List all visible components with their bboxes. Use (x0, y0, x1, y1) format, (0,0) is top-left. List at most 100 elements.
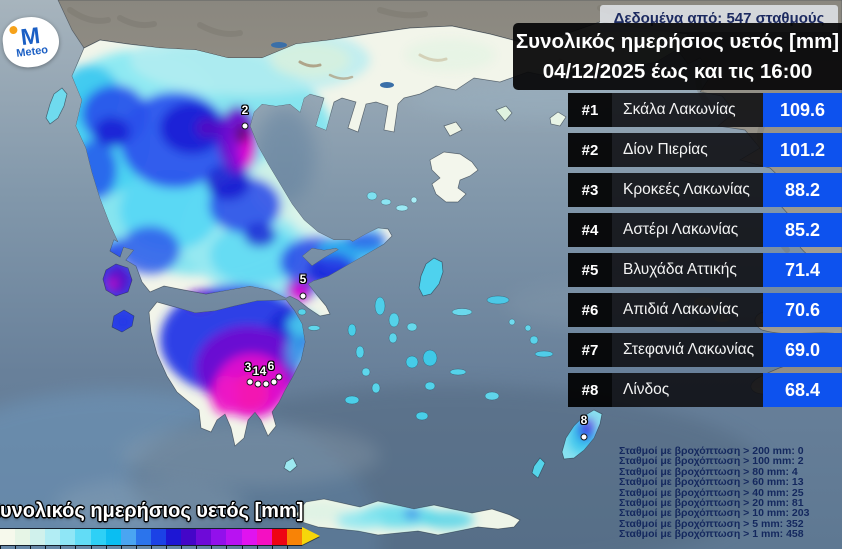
value-cell: 69.0 (763, 333, 842, 367)
colorbar-tick (211, 546, 213, 549)
rank-cell: #1 (568, 93, 612, 127)
station-name-cell: Αστέρι Λακωνίας (612, 213, 763, 247)
station-dot (580, 433, 588, 441)
colorbar-tick (90, 546, 92, 549)
station-name-cell: Απιδιά Λακωνίας (612, 293, 763, 327)
station-name-cell: Κροκεές Λακωνίας (612, 173, 763, 207)
colorbar-segment (60, 529, 76, 549)
stat-line: Σταθμοί με βροχόπτωση > 10 mm: 203 (619, 507, 810, 520)
colorbar-tick (60, 546, 62, 549)
station-marker-label: 5 (299, 272, 307, 286)
station-name-cell: Σκάλα Λακωνίας (612, 93, 763, 127)
colorbar-tick (45, 546, 47, 549)
map-title-box: Συνολικός ημερήσιος υετός [mm] 04/12/202… (513, 23, 842, 90)
logo-orange-dot-icon (8, 25, 18, 35)
station-marker-label: 3 (244, 360, 252, 374)
value-cell: 70.6 (763, 293, 842, 327)
legend-title: Συνολικός ημερήσιος υετός [mm] (0, 500, 304, 522)
islands-layer (271, 42, 554, 421)
table-row: #8 Λίνδος 68.4 (568, 373, 842, 407)
colorbar-tick (166, 546, 168, 549)
stat-line: Σταθμοί με βροχόπτωση > 200 mm: 0 (619, 445, 804, 457)
colorbar-segment (256, 529, 272, 549)
station-marker-label: 6 (267, 359, 275, 373)
colorbar-segment (15, 529, 31, 549)
stat-line: Σταθμοί με βροχόπτωση > 20 mm: 81 (619, 497, 804, 510)
greece-land-layer (45, 21, 689, 536)
colorbar-tick (196, 546, 198, 549)
colorbar-segment (166, 529, 182, 549)
table-row: #7 Στεφανιά Λακωνίας 69.0 (568, 333, 842, 367)
colorbar-tick (15, 546, 17, 549)
stat-line: Σταθμοί με βροχόπτωση > 40 mm: 25 (619, 486, 804, 499)
colorbar-tick (150, 546, 152, 549)
station-name-cell: Λίνδος (612, 373, 763, 407)
colorbar-segment (286, 529, 302, 549)
stat-line: Σταθμοί με βροχόπτωση > 100 mm: 2 (619, 455, 804, 468)
rank-cell: #3 (568, 173, 612, 207)
stat-line: Σταθμοί με βροχόπτωση > 60 mm: 13 (619, 476, 804, 489)
colorbar-tick (0, 546, 1, 549)
map-title-line1: Συνολικός ημερήσιος υετός [mm] (515, 30, 840, 54)
table-row: #6 Απιδιά Λακωνίας 70.6 (568, 293, 842, 327)
colorbar-segment (105, 529, 121, 549)
rainfall-stats: Σταθμοί με βροχόπτωση > 200 mm: 0 Σταθμοί… (619, 446, 829, 540)
value-cell: 85.2 (763, 213, 842, 247)
station-dot (275, 373, 283, 381)
table-row: #3 Κροκεές Λακωνίας 88.2 (568, 173, 842, 207)
value-cell: 88.2 (763, 173, 842, 207)
value-cell: 109.6 (763, 93, 842, 127)
colorbar-segment (241, 529, 257, 549)
station-dot (262, 380, 270, 388)
colorbar-tick (120, 546, 122, 549)
station-dot (270, 378, 278, 386)
colorbar-tick (105, 546, 107, 549)
rank-cell: #6 (568, 293, 612, 327)
colorbar-arrow (302, 527, 320, 545)
value-cell: 68.4 (763, 373, 842, 407)
station-name-cell: Δίον Πιερίας (612, 133, 763, 167)
station-dot (254, 380, 262, 388)
logo-letter: M (19, 21, 42, 51)
map-title-line2: 04/12/2025 έως και τις 16:00 (542, 59, 813, 83)
colorbar-tick (75, 546, 77, 549)
table-row: #4 Αστέρι Λακωνίας 85.2 (568, 213, 842, 247)
rank-cell: #7 (568, 333, 612, 367)
colorbar-segment (271, 529, 287, 549)
colorbar-tick (241, 546, 243, 549)
station-dot (299, 292, 307, 300)
station-dot (246, 378, 254, 386)
station-name-cell: Στεφανιά Λακωνίας (612, 333, 763, 367)
colorbar-tick (226, 546, 228, 549)
station-marker-label: 4 (259, 364, 267, 378)
table-row: #1 Σκάλα Λακωνίας 109.6 (568, 93, 842, 127)
table-row: #2 Δίον Πιερίας 101.2 (568, 133, 842, 167)
data-source-text: Δεδομένα από: 547 σταθμούς (613, 10, 825, 27)
station-marker-label: 8 (580, 413, 588, 427)
colorbar-tick (30, 546, 32, 549)
colorbar (0, 528, 302, 549)
ranking-table: #1 Σκάλα Λακωνίας 109.6 #2 Δίον Πιερίας 101.2… (568, 93, 842, 413)
colorbar-segment (181, 529, 197, 549)
stat-line: Σταθμοί με βροχόπτωση > 1 mm: 458 (619, 528, 804, 541)
rank-cell: #8 (568, 373, 612, 407)
station-marker-label: 2 (241, 103, 249, 117)
colorbar-segment (30, 529, 46, 549)
rank-cell: #4 (568, 213, 612, 247)
rank-cell: #2 (568, 133, 612, 167)
colorbar-segment (135, 529, 151, 549)
station-name-cell: Βλυχάδα Αττικής (612, 253, 763, 287)
colorbar-tick (271, 546, 273, 549)
colorbar-segment (211, 529, 227, 549)
colorbar-tick (181, 546, 183, 549)
value-cell: 101.2 (763, 133, 842, 167)
station-marker-label: 1 (252, 364, 260, 378)
colorbar-segment (150, 529, 167, 549)
colorbar-segment (0, 529, 16, 549)
colorbar-segment (226, 529, 242, 549)
colorbar-tick (256, 546, 258, 549)
colorbar-segment (90, 529, 106, 549)
colorbar-segment (196, 529, 212, 549)
